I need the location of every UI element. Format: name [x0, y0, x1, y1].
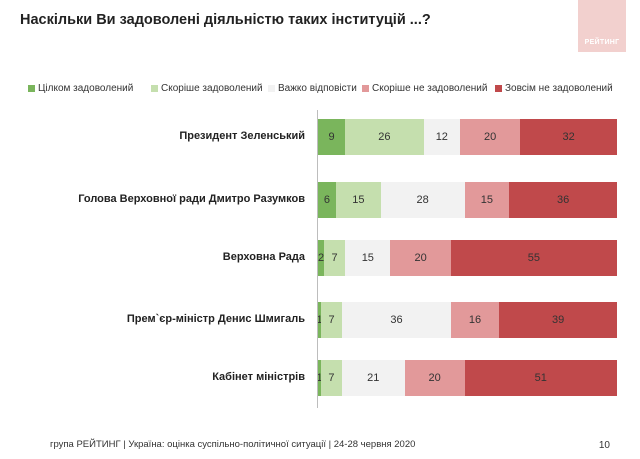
legend-swatch [28, 85, 35, 92]
legend-swatch [151, 85, 158, 92]
bar-segment: 39 [499, 302, 617, 338]
chart-axis [317, 110, 318, 408]
bar-segment: 1 [318, 302, 322, 338]
bar-segment: 28 [380, 182, 465, 218]
bar-segment: 16 [450, 302, 500, 338]
page-title: Наскільки Ви задоволені діяльністю таких… [20, 12, 431, 28]
data-label: 1 [318, 372, 321, 384]
legend-item: Важко відповісти [268, 83, 357, 94]
bar-segment: 20 [390, 240, 451, 276]
data-label: 36 [557, 194, 570, 206]
data-label: 21 [367, 372, 380, 384]
bar-segment: 12 [423, 119, 460, 155]
rating-logo: РЕЙТИНГ [578, 0, 626, 52]
legend-label: Зовсім не задоволений [505, 83, 613, 94]
legend-item: Цілком задоволений [28, 83, 133, 94]
data-label: 2 [318, 252, 325, 264]
bar-segment: 7 [321, 302, 343, 338]
data-label: 15 [361, 252, 374, 264]
legend-item: Скоріше задоволений [151, 83, 263, 94]
legend-swatch [495, 85, 502, 92]
bar-segment: 1 [318, 360, 321, 396]
bar-segment: 20 [404, 360, 465, 396]
bar-segment: 15 [345, 240, 391, 276]
data-label: 55 [527, 252, 541, 264]
category-label: Кабінет міністрів [212, 371, 305, 383]
data-label: 20 [414, 252, 427, 264]
bar-segment: 36 [509, 182, 617, 218]
data-label: 20 [428, 372, 441, 384]
bar-segment: 36 [342, 302, 451, 338]
data-label: 26 [378, 131, 391, 143]
bar-segment: 20 [459, 119, 521, 155]
data-label: 39 [551, 314, 565, 326]
data-label: 7 [328, 372, 335, 384]
data-label: 6 [323, 194, 331, 206]
legend-swatch [362, 85, 369, 92]
bar-segment: 15 [335, 182, 381, 218]
bar-segment: 51 [464, 360, 617, 396]
data-label: 16 [468, 314, 482, 326]
data-label: 28 [416, 194, 429, 206]
bar-segment: 9 [318, 119, 346, 155]
bar-segment: 6 [318, 182, 336, 218]
category-label: Голова Верховної ради Дмитро Разумков [78, 193, 305, 205]
data-label: 12 [435, 131, 448, 143]
data-label: 51 [534, 372, 547, 384]
bar-segment: 32 [520, 119, 617, 155]
logo-text: РЕЙТИНГ [584, 39, 620, 46]
data-label: 9 [328, 131, 335, 143]
bar-segment: 7 [324, 240, 346, 276]
legend-label: Важко відповісти [278, 83, 357, 94]
category-label: Прем`єр-міністр Денис Шмигаль [126, 313, 305, 325]
data-label: 32 [562, 131, 575, 143]
data-label: 7 [331, 252, 338, 264]
bar-segment: 55 [450, 240, 617, 276]
data-label: 1 [318, 314, 321, 326]
bar-segment: 7 [320, 360, 342, 396]
legend-swatch [268, 85, 275, 92]
data-label: 15 [352, 194, 365, 206]
category-label: Президент Зеленський [179, 130, 305, 142]
legend-item: Зовсім не задоволений [495, 83, 613, 94]
legend-label: Скоріше задоволений [161, 83, 263, 94]
bar-segment: 26 [345, 119, 424, 155]
data-label: 7 [328, 314, 335, 326]
bar-segment: 21 [341, 360, 405, 396]
bar-segment: 2 [318, 240, 325, 276]
legend-item: Скоріше не задоволений [362, 83, 487, 94]
chart-legend: Цілком задоволений Скоріше задоволений Важ… [0, 83, 640, 99]
data-label: 36 [390, 314, 403, 326]
bar-segment: 15 [464, 182, 510, 218]
data-label: 15 [480, 194, 494, 206]
legend-label: Цілком задоволений [38, 83, 134, 94]
footer-source: група РЕЙТИНГ | Україна: оцінка суспільн… [50, 439, 416, 450]
legend-label: Скоріше не задоволений [372, 83, 488, 94]
category-label: Верховна Рада [222, 251, 305, 263]
page-number: 10 [598, 440, 610, 451]
data-label: 20 [484, 131, 497, 143]
